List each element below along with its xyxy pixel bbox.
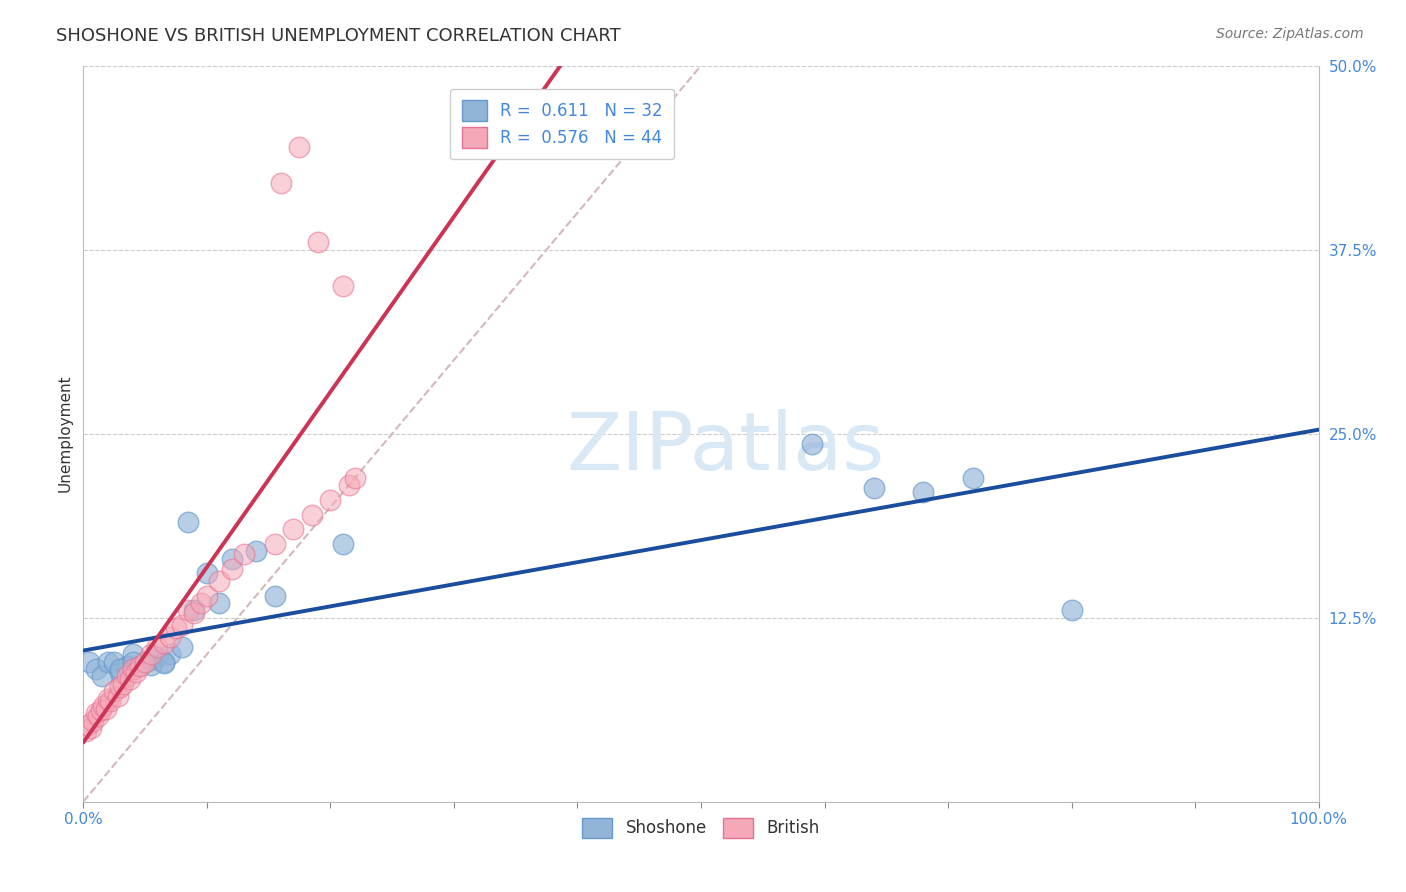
Point [232,547,254,561]
Point [129,659,152,673]
Point [172,618,194,632]
Point [307,235,329,250]
Point [107,689,129,703]
Point [115,659,138,673]
Point [283,522,305,536]
Point [208,596,231,610]
Point [863,481,886,495]
Point [97,691,120,706]
Point [128,659,150,673]
Point [141,657,163,672]
Point [177,515,200,529]
Point [319,492,342,507]
Point [177,603,200,617]
Point [221,551,243,566]
Point [110,680,132,694]
Point [87,709,110,723]
Point [121,648,143,662]
Point [183,603,205,617]
Point [146,650,169,665]
Point [121,655,143,669]
Point [1060,603,1083,617]
Point [79,655,101,669]
Point [195,589,218,603]
Point [245,544,267,558]
Point [165,621,187,635]
Point [103,655,125,669]
Point [183,606,205,620]
Point [172,640,194,654]
Point [110,662,132,676]
Point [84,706,107,721]
Point [100,694,122,708]
Point [120,673,142,687]
Point [134,655,156,669]
Point [332,537,354,551]
Point [159,648,181,662]
Point [263,589,285,603]
Point [221,562,243,576]
Point [97,655,120,669]
Point [288,139,311,153]
Point [344,471,367,485]
Point [912,485,935,500]
Point [337,478,360,492]
Point [152,655,174,669]
Text: Source: ZipAtlas.com: Source: ZipAtlas.com [1216,27,1364,41]
Point [90,703,112,717]
Point [152,657,174,671]
Point [75,723,97,738]
Point [77,718,100,732]
Point [208,574,231,588]
Legend: Shoshone, British: Shoshone, British [575,811,827,845]
Point [134,655,156,669]
Point [962,471,984,485]
Point [263,537,285,551]
Text: ZIPatlas: ZIPatlas [567,409,884,487]
Point [82,714,104,728]
Point [80,721,103,735]
Point [84,662,107,676]
Point [141,653,163,667]
Point [301,508,323,522]
Point [115,669,138,683]
Point [146,640,169,654]
Point [91,698,114,713]
Point [110,665,132,679]
Point [152,635,174,649]
Point [159,630,181,644]
Point [270,177,292,191]
Y-axis label: Unemployment: Unemployment [58,375,72,492]
Point [195,566,218,581]
Point [125,665,148,679]
Text: SHOSHONE VS BRITISH UNEMPLOYMENT CORRELATION CHART: SHOSHONE VS BRITISH UNEMPLOYMENT CORRELA… [56,27,621,45]
Point [111,677,134,691]
Point [190,596,212,610]
Point [103,684,125,698]
Point [332,279,354,293]
Point [801,437,824,451]
Point [121,662,143,676]
Point [94,702,117,716]
Point [141,648,163,662]
Point [90,669,112,683]
